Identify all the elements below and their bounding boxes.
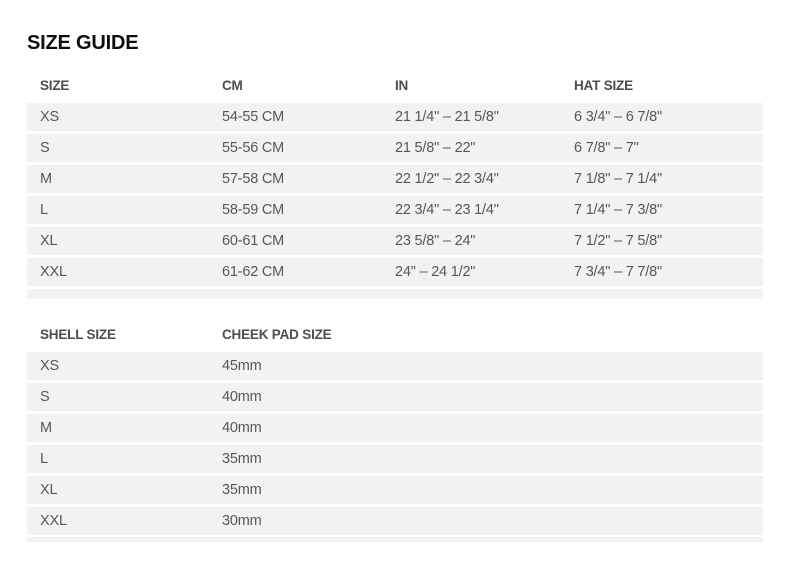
shell-size-table: SHELL SIZE CHEEK PAD SIZE XS 45mm S 40mm…: [27, 326, 763, 542]
table-row: M 57-58 CM 22 1/2" – 22 3/4" 7 1/8" – 7 …: [27, 165, 763, 193]
table-row: XL 60-61 CM 23 5/8" – 24" 7 1/2" – 7 5/8…: [27, 227, 763, 255]
shell-size-cell: XL: [40, 482, 58, 498]
hat-size-cell: 7 1/8" – 7 1/4": [574, 171, 662, 187]
hat-size-cell: 7 1/4" – 7 3/8": [574, 202, 662, 218]
hat-size-cell: 6 3/4" – 6 7/8": [574, 109, 662, 125]
in-cell: 21 5/8" – 22": [395, 140, 476, 156]
column-header-shell-size: SHELL SIZE: [40, 326, 116, 342]
in-cell: 22 3/4" – 23 1/4": [395, 202, 499, 218]
cm-cell: 54-55 CM: [222, 109, 285, 125]
cheek-pad-cell: 30mm: [222, 513, 262, 529]
hat-size-cell: 6 7/8" – 7": [574, 140, 639, 156]
shell-size-cell: XS: [40, 358, 59, 374]
shell-size-cell: L: [40, 451, 48, 467]
shell-size-cell: S: [40, 389, 50, 405]
in-cell: 24" – 24 1/2": [395, 264, 476, 280]
hat-size-cell: 7 1/2" – 7 5/8": [574, 233, 662, 249]
size-cell: XXL: [40, 264, 67, 280]
in-cell: 22 1/2" – 22 3/4": [395, 171, 499, 187]
cheek-pad-cell: 40mm: [222, 420, 262, 436]
page-title: SIZE GUIDE: [27, 32, 139, 54]
helmet-size-table-header-row: SIZE CM IN HAT SIZE: [27, 77, 763, 93]
shell-size-table-body: XS 45mm S 40mm M 40mm L 35mm XL 35mm XXL…: [27, 352, 763, 535]
in-cell: 21 1/4" – 21 5/8": [395, 109, 499, 125]
column-header-size: SIZE: [40, 77, 70, 93]
table-footer-bar: [27, 289, 763, 299]
table-footer-bar: [27, 537, 763, 542]
size-cell: M: [40, 171, 52, 187]
column-header-hat-size: HAT SIZE: [574, 77, 633, 93]
cheek-pad-cell: 45mm: [222, 358, 262, 374]
table-row: XXL 61-62 CM 24" – 24 1/2" 7 3/4" – 7 7/…: [27, 258, 763, 286]
table-row: S 40mm: [27, 383, 763, 411]
cm-cell: 61-62 CM: [222, 264, 285, 280]
table-row: S 55-56 CM 21 5/8" – 22" 6 7/8" – 7": [27, 134, 763, 162]
cheek-pad-cell: 35mm: [222, 451, 262, 467]
column-header-cheek-pad-size: CHEEK PAD SIZE: [222, 326, 332, 342]
in-cell: 23 5/8" – 24": [395, 233, 476, 249]
cheek-pad-cell: 40mm: [222, 389, 262, 405]
table-row: L 58-59 CM 22 3/4" – 23 1/4" 7 1/4" – 7 …: [27, 196, 763, 224]
table-row: L 35mm: [27, 445, 763, 473]
size-cell: XS: [40, 109, 59, 125]
table-row: XS 45mm: [27, 352, 763, 380]
column-header-in: IN: [395, 77, 409, 93]
table-row: XXL 30mm: [27, 507, 763, 535]
size-cell: L: [40, 202, 48, 218]
size-cell: XL: [40, 233, 58, 249]
helmet-size-table: SIZE CM IN HAT SIZE XS 54-55 CM 21 1/4" …: [27, 77, 763, 299]
cm-cell: 57-58 CM: [222, 171, 285, 187]
cm-cell: 60-61 CM: [222, 233, 285, 249]
shell-size-cell: XXL: [40, 513, 67, 529]
cm-cell: 58-59 CM: [222, 202, 285, 218]
table-row: M 40mm: [27, 414, 763, 442]
hat-size-cell: 7 3/4" – 7 7/8": [574, 264, 662, 280]
size-cell: S: [40, 140, 50, 156]
cheek-pad-cell: 35mm: [222, 482, 262, 498]
shell-size-cell: M: [40, 420, 52, 436]
table-row: XS 54-55 CM 21 1/4" – 21 5/8" 6 3/4" – 6…: [27, 103, 763, 131]
cm-cell: 55-56 CM: [222, 140, 285, 156]
table-row: XL 35mm: [27, 476, 763, 504]
helmet-size-table-body: XS 54-55 CM 21 1/4" – 21 5/8" 6 3/4" – 6…: [27, 103, 763, 286]
shell-size-table-header-row: SHELL SIZE CHEEK PAD SIZE: [27, 326, 763, 342]
size-guide-page: SIZE GUIDE SIZE CM IN HAT SIZE XS 54-55 …: [27, 32, 763, 542]
column-header-cm: CM: [222, 77, 243, 93]
